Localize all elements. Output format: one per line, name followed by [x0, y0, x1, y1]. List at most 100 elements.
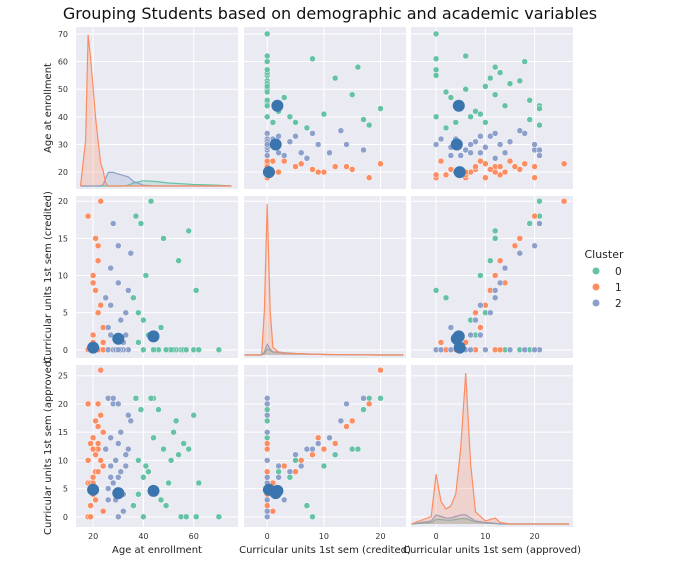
- point-cluster-0: [331, 74, 339, 82]
- point-cluster-1: [94, 309, 102, 316]
- point-cluster-1: [97, 457, 104, 464]
- point-cluster-0: [292, 457, 299, 464]
- point-cluster-1: [297, 160, 305, 168]
- point-cluster-2: [506, 346, 514, 354]
- point-cluster-2: [506, 138, 514, 145]
- panel-background: [244, 196, 406, 358]
- point-cluster-1: [89, 279, 97, 287]
- point-cluster-0: [377, 105, 384, 112]
- point-cluster-2: [275, 132, 282, 140]
- panel-1-0: 0 5 10 15 20 Curricular units 1st sem (credit…: [43, 191, 238, 363]
- point-cluster-1: [482, 160, 489, 168]
- point-cluster-1: [99, 428, 107, 436]
- point-cluster-0: [280, 94, 288, 101]
- panel-1-2: [411, 196, 573, 358]
- point-cluster-2: [112, 457, 119, 464]
- point-cluster-2: [109, 479, 117, 487]
- point-cluster-1: [531, 174, 538, 181]
- point-cluster-0: [195, 479, 203, 487]
- point-cluster-2: [491, 130, 499, 137]
- kde-line-cluster-2: [411, 514, 570, 525]
- point-cluster-2: [432, 141, 440, 148]
- point-cluster-0: [140, 513, 147, 521]
- point-cluster-1: [84, 457, 92, 464]
- point-cluster-0: [162, 346, 170, 354]
- point-cluster-2: [263, 507, 271, 515]
- point-cluster-1: [309, 166, 316, 173]
- point-cluster-1: [501, 168, 509, 176]
- point-cluster-1: [263, 445, 271, 453]
- point-cluster-2: [102, 445, 109, 453]
- point-cluster-2: [482, 144, 489, 151]
- point-cluster-2: [115, 279, 122, 287]
- centroid-marker: [262, 166, 275, 179]
- point-cluster-2: [115, 474, 122, 481]
- point-cluster-2: [275, 149, 282, 157]
- point-cluster-2: [117, 316, 125, 324]
- point-cluster-2: [457, 152, 464, 159]
- point-cluster-1: [94, 423, 102, 430]
- point-cluster-0: [526, 97, 533, 104]
- point-cluster-1: [269, 507, 277, 515]
- point-cluster-2: [314, 141, 322, 148]
- point-cluster-1: [531, 163, 538, 170]
- point-cluster-0: [482, 119, 489, 126]
- point-cluster-0: [135, 491, 142, 498]
- point-cluster-0: [472, 108, 479, 115]
- legend-marker-0: [592, 267, 600, 275]
- point-cluster-2: [536, 220, 543, 227]
- point-cluster-0: [150, 346, 157, 354]
- point-cluster-0: [263, 30, 271, 38]
- point-cluster-1: [487, 166, 494, 173]
- point-cluster-1: [348, 417, 356, 425]
- point-cluster-0: [377, 395, 384, 402]
- point-cluster-2: [115, 400, 122, 408]
- point-cluster-2: [280, 496, 288, 504]
- point-cluster-1: [496, 257, 504, 264]
- point-cluster-1: [94, 242, 102, 250]
- point-cluster-0: [536, 105, 543, 112]
- point-cluster-0: [140, 316, 147, 324]
- point-cluster-2: [280, 152, 288, 159]
- point-cluster-2: [531, 242, 538, 250]
- point-cluster-0: [432, 66, 440, 74]
- point-cluster-0: [190, 411, 197, 419]
- point-cluster-0: [516, 77, 524, 85]
- point-cluster-1: [97, 301, 104, 309]
- point-cluster-0: [442, 124, 450, 132]
- point-cluster-2: [531, 141, 538, 148]
- point-cluster-2: [122, 309, 130, 316]
- point-cluster-2: [127, 249, 135, 257]
- point-cluster-2: [107, 264, 114, 272]
- panel-background: [411, 27, 573, 189]
- point-cluster-0: [140, 346, 147, 354]
- point-cluster-1: [377, 366, 384, 374]
- centroid-marker: [147, 484, 160, 497]
- point-cluster-0: [182, 346, 190, 354]
- y-tick-label: 70: [58, 30, 68, 39]
- point-cluster-0: [462, 85, 469, 93]
- y-tick-label: 5: [63, 309, 68, 318]
- point-cluster-2: [536, 146, 543, 154]
- point-cluster-2: [263, 130, 271, 137]
- point-cluster-0: [215, 346, 223, 354]
- point-cluster-1: [496, 346, 504, 354]
- point-cluster-0: [491, 227, 499, 235]
- point-cluster-0: [286, 113, 294, 121]
- point-cluster-0: [320, 462, 328, 470]
- point-cluster-2: [286, 138, 294, 145]
- point-cluster-1: [531, 212, 538, 220]
- y-tick-label: 20: [58, 400, 68, 409]
- point-cluster-0: [303, 124, 311, 132]
- panel-0-2: [411, 27, 573, 189]
- point-cluster-0: [160, 445, 167, 453]
- point-cluster-2: [107, 301, 114, 309]
- point-cluster-1: [280, 157, 288, 165]
- y-tick-label: 10: [58, 272, 68, 281]
- point-cluster-1: [516, 235, 524, 242]
- point-cluster-0: [360, 116, 367, 123]
- point-cluster-0: [147, 197, 155, 205]
- point-cluster-0: [263, 97, 271, 104]
- panel-0-1: [244, 27, 406, 189]
- point-cluster-2: [487, 132, 494, 140]
